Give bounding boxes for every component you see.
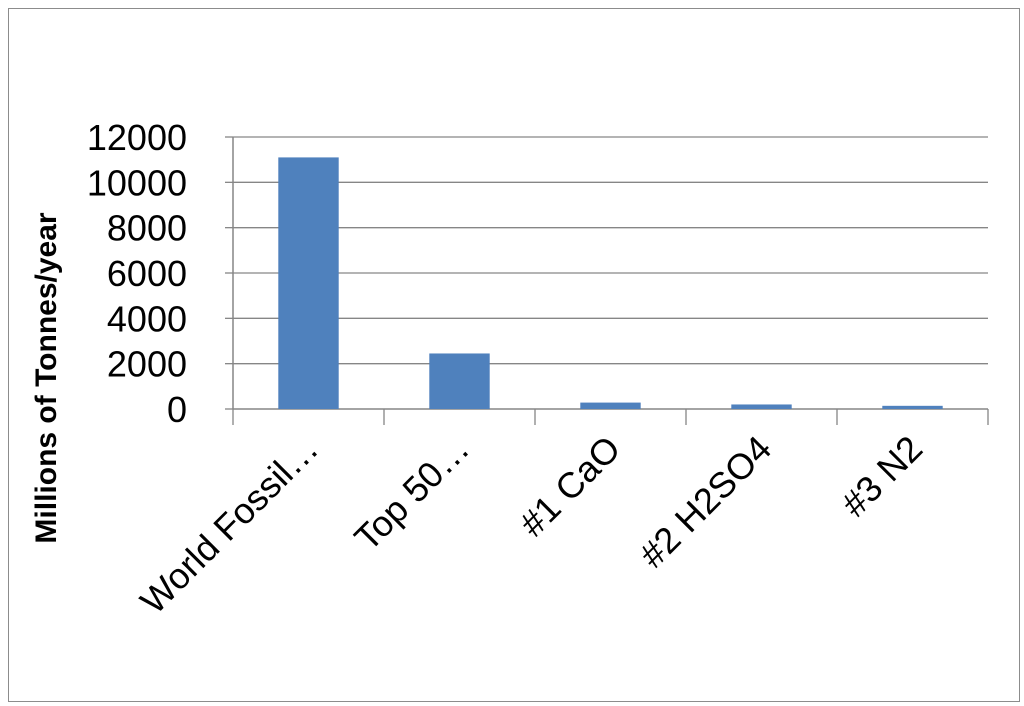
x-tick-label: #2 H2SO4: [631, 428, 779, 576]
bars: [278, 157, 943, 409]
bar: [429, 353, 490, 409]
y-tick-label: 10000: [87, 162, 187, 203]
chart-frame: [8, 8, 1020, 702]
y-axis-title: Millions of Tonnes/year: [30, 212, 63, 543]
y-tick-label: 12000: [87, 117, 187, 158]
x-tick-label: Top 50…: [346, 428, 477, 559]
gridlines: [233, 136, 988, 365]
x-tick-label: #3 N2: [833, 428, 930, 525]
bar: [580, 402, 641, 409]
x-tick-labels: World Fossil… Top 50… #1 CaO #2 H2SO4 #3 N2: [132, 428, 930, 622]
x-tick-label: #1 CaO: [511, 428, 628, 545]
bar: [278, 157, 339, 409]
bar: [882, 405, 943, 409]
y-tick-label: 2000: [107, 344, 187, 385]
y-tick-label: 0: [167, 389, 187, 430]
y-tick-label: 4000: [107, 298, 187, 339]
bar: [731, 404, 792, 409]
axes: [225, 136, 989, 425]
y-tick-label: 6000: [107, 253, 187, 294]
y-tick-label: 8000: [107, 208, 187, 249]
x-tick-label: World Fossil…: [132, 428, 326, 622]
